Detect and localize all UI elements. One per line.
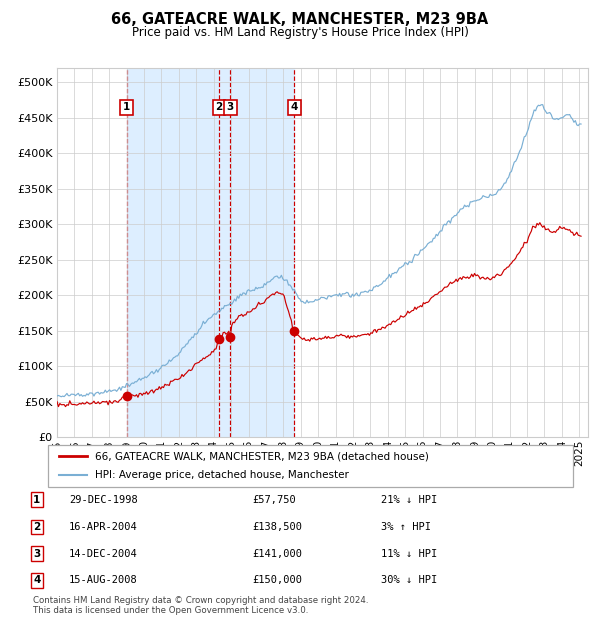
Text: 11% ↓ HPI: 11% ↓ HPI	[381, 549, 437, 559]
Text: £138,500: £138,500	[252, 522, 302, 532]
Text: 1: 1	[123, 102, 130, 112]
Bar	[127, 68, 219, 437]
Text: 3: 3	[227, 102, 234, 112]
Text: 16-APR-2004: 16-APR-2004	[69, 522, 138, 532]
Text: 14-DEC-2004: 14-DEC-2004	[69, 549, 138, 559]
Text: 30% ↓ HPI: 30% ↓ HPI	[381, 575, 437, 585]
Text: 4: 4	[33, 575, 40, 585]
Text: 66, GATEACRE WALK, MANCHESTER, M23 9BA (detached house): 66, GATEACRE WALK, MANCHESTER, M23 9BA (…	[95, 451, 429, 461]
Text: 29-DEC-1998: 29-DEC-1998	[69, 495, 138, 505]
Text: 1: 1	[33, 495, 40, 505]
Text: 15-AUG-2008: 15-AUG-2008	[69, 575, 138, 585]
Text: £150,000: £150,000	[252, 575, 302, 585]
Bar	[230, 68, 294, 437]
Text: £141,000: £141,000	[252, 549, 302, 559]
Text: Price paid vs. HM Land Registry's House Price Index (HPI): Price paid vs. HM Land Registry's House …	[131, 26, 469, 39]
Text: 4: 4	[290, 102, 298, 112]
Text: 66, GATEACRE WALK, MANCHESTER, M23 9BA: 66, GATEACRE WALK, MANCHESTER, M23 9BA	[112, 12, 488, 27]
FancyBboxPatch shape	[48, 445, 573, 487]
Text: 3% ↑ HPI: 3% ↑ HPI	[381, 522, 431, 532]
Text: 2: 2	[215, 102, 223, 112]
Text: £57,750: £57,750	[252, 495, 296, 505]
Text: 3: 3	[33, 549, 40, 559]
Text: 2: 2	[33, 522, 40, 532]
Bar	[219, 68, 230, 437]
Text: Contains HM Land Registry data © Crown copyright and database right 2024.
This d: Contains HM Land Registry data © Crown c…	[33, 596, 368, 615]
Text: 21% ↓ HPI: 21% ↓ HPI	[381, 495, 437, 505]
Text: HPI: Average price, detached house, Manchester: HPI: Average price, detached house, Manc…	[95, 471, 349, 480]
